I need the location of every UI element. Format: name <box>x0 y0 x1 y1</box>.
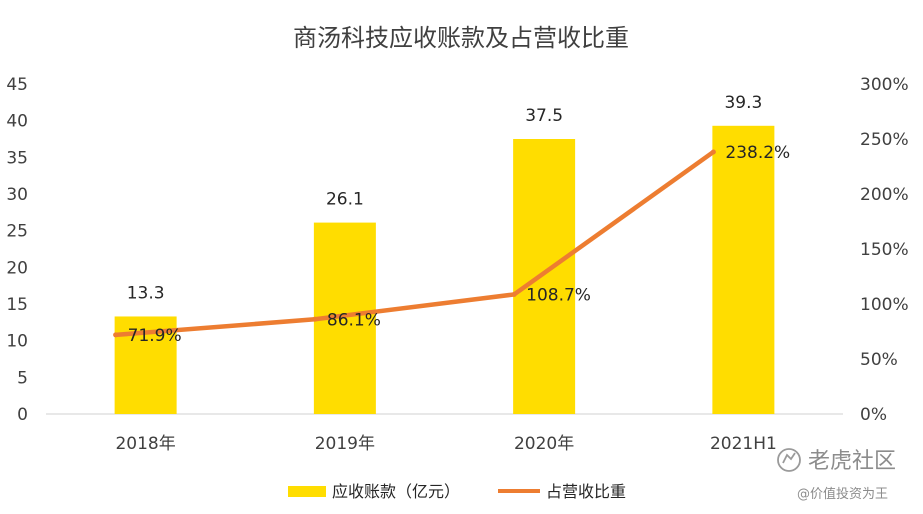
y-left-tick-label: 35 <box>6 148 28 168</box>
line-point <box>312 316 318 322</box>
x-tick-label: 2019年 <box>315 434 375 454</box>
y-right-tick-label: 150% <box>860 240 909 260</box>
y-left-tick-label: 25 <box>6 222 28 242</box>
bar-data-label: 26.1 <box>326 190 364 210</box>
line-series <box>113 149 716 338</box>
axes: 0 5 10 15 20 25 30 35 40 45 0% 50% 100% 150% 200% 250% 3… <box>6 75 908 454</box>
data-labels: 13.3 26.1 37.5 39.3 71.9% 86.1% 108.7% 238.2% <box>127 93 791 346</box>
y-left-tick-label: 30 <box>6 185 28 205</box>
y-right-tick-label: 200% <box>860 185 909 205</box>
y-left-tick-label: 10 <box>6 332 28 352</box>
chart-title: 商汤科技应收账款及占营收比重 <box>293 24 629 52</box>
line-data-label: 108.7% <box>526 285 591 305</box>
line-data-label: 238.2% <box>725 143 790 163</box>
y-left-tick-label: 45 <box>6 75 28 95</box>
y-right-tick-label: 250% <box>860 130 909 150</box>
bar-data-label: 13.3 <box>127 283 165 303</box>
line-path <box>113 149 716 338</box>
y-right-tick-label: 50% <box>860 350 898 370</box>
line-point <box>710 149 716 155</box>
line-data-label: 71.9% <box>128 326 182 346</box>
tiger-logo-icon <box>777 448 801 472</box>
y-left-tick-label: 20 <box>6 258 28 278</box>
legend-line-label: 占营收比重 <box>546 482 626 501</box>
bar-data-label: 37.5 <box>525 106 563 126</box>
y-left-tick-label: 0 <box>17 405 28 425</box>
line-data-label: 86.1% <box>327 310 381 330</box>
line-point <box>511 291 517 297</box>
legend: 应收账款（亿元） 占营收比重 <box>288 482 626 501</box>
x-tick-label: 2021H1 <box>710 434 777 454</box>
watermark-brand: 老虎社区 <box>808 449 896 474</box>
watermark-author: @价值投资为王 <box>797 486 888 502</box>
legend-bar-swatch <box>288 486 326 497</box>
legend-bar-label: 应收账款（亿元） <box>332 482 460 501</box>
y-left-tick-label: 5 <box>17 368 28 388</box>
bar <box>712 125 775 415</box>
x-tick-label: 2018年 <box>115 434 175 454</box>
y-left-tick-label: 40 <box>6 112 28 132</box>
line-point <box>113 332 119 338</box>
bar <box>513 139 576 414</box>
x-tick-label: 2020年 <box>514 434 574 454</box>
watermark: 老虎社区 @价值投资为王 <box>777 448 896 502</box>
y-right-tick-label: 100% <box>860 295 909 315</box>
bar-data-label: 39.3 <box>724 93 762 113</box>
y-left-tick-label: 15 <box>6 295 28 315</box>
bars <box>114 125 775 415</box>
y-right-tick-label: 0% <box>860 405 887 425</box>
y-right-tick-label: 300% <box>860 75 909 95</box>
